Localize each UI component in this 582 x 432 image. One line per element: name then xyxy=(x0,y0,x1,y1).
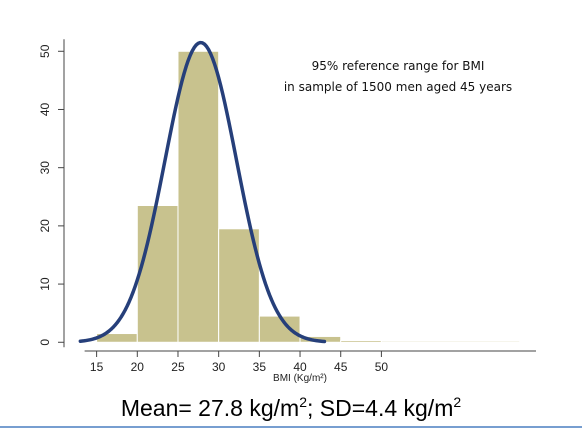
x-tick-label-20: 20 xyxy=(131,360,145,374)
caption-exponent-1: 2 xyxy=(299,394,307,410)
x-tick-label-45: 45 xyxy=(334,360,348,374)
summary-caption: Mean= 27.8 kg/m2; SD=4.4 kg/m2 xyxy=(121,394,462,421)
x-tick-label-50: 50 xyxy=(375,360,389,374)
histogram-bar-5 xyxy=(258,315,301,343)
x-tick-label-30: 30 xyxy=(212,360,226,374)
histogram-bar-7 xyxy=(340,340,382,343)
y-tick-label-50: 50 xyxy=(38,44,52,58)
caption-sd: ; SD=4.4 kg/m xyxy=(307,395,453,421)
x-tick-label-35: 35 xyxy=(253,360,267,374)
caption-mean: Mean= 27.8 kg/m xyxy=(121,395,299,421)
histogram-bar-2 xyxy=(136,205,179,343)
x-tick-label-40: 40 xyxy=(293,360,307,374)
histogram-bar-8 xyxy=(380,340,521,343)
histogram-bar-3 xyxy=(177,50,220,343)
annotation-line-1: 95% reference range for BMI xyxy=(312,59,485,73)
x-tick-label-15: 15 xyxy=(90,360,104,374)
x-axis-label: BMI (Kg/m²) xyxy=(273,373,327,384)
caption-exponent-2: 2 xyxy=(453,394,461,410)
axes: 0 10 20 30 40 50 15 20 25 30 35 40 45 50 xyxy=(38,39,536,374)
annotation-line-2: in sample of 1500 men aged 45 years xyxy=(284,80,512,94)
histogram-bars xyxy=(96,50,521,343)
y-tick-label-10: 10 xyxy=(38,277,52,291)
y-tick-label-40: 40 xyxy=(38,102,52,116)
histogram-bar-4 xyxy=(218,228,260,343)
x-tick-label-25: 25 xyxy=(171,360,185,374)
y-tick-label-20: 20 xyxy=(38,219,52,233)
y-tick-label-30: 30 xyxy=(38,161,52,175)
y-tick-label-0: 0 xyxy=(38,339,52,346)
normal-curve xyxy=(78,40,327,344)
